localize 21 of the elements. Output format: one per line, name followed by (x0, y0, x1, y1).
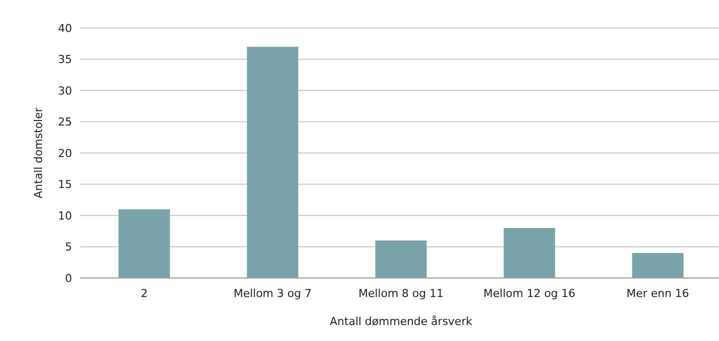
y-tick-label: 0 (65, 272, 72, 285)
x-tick-label: Mellom 12 og 16 (483, 287, 576, 300)
bar (375, 240, 427, 278)
y-tick-label: 15 (58, 178, 72, 192)
bar (504, 228, 556, 278)
x-tick-label: 2 (140, 287, 148, 300)
y-tick-label: 40 (58, 22, 72, 35)
y-tick-label: 5 (65, 240, 72, 254)
x-tick-label: Mellom 8 og 11 (358, 287, 444, 300)
bar (118, 209, 170, 278)
x-tick-label: Mer enn 16 (626, 287, 690, 300)
y-axis-title: Antall domstoler (32, 107, 45, 198)
y-tick-label: 10 (58, 209, 72, 222)
y-tick-label: 35 (58, 53, 72, 66)
y-tick-label: 25 (58, 116, 72, 129)
bar (632, 253, 684, 278)
y-tick-label: 20 (58, 146, 72, 160)
y-tick-label: 30 (58, 84, 72, 98)
bar (246, 46, 298, 278)
x-tick-label: Mellom 3 og 7 (234, 287, 312, 300)
x-axis-title: Antall dømmende årsverk (330, 315, 473, 328)
